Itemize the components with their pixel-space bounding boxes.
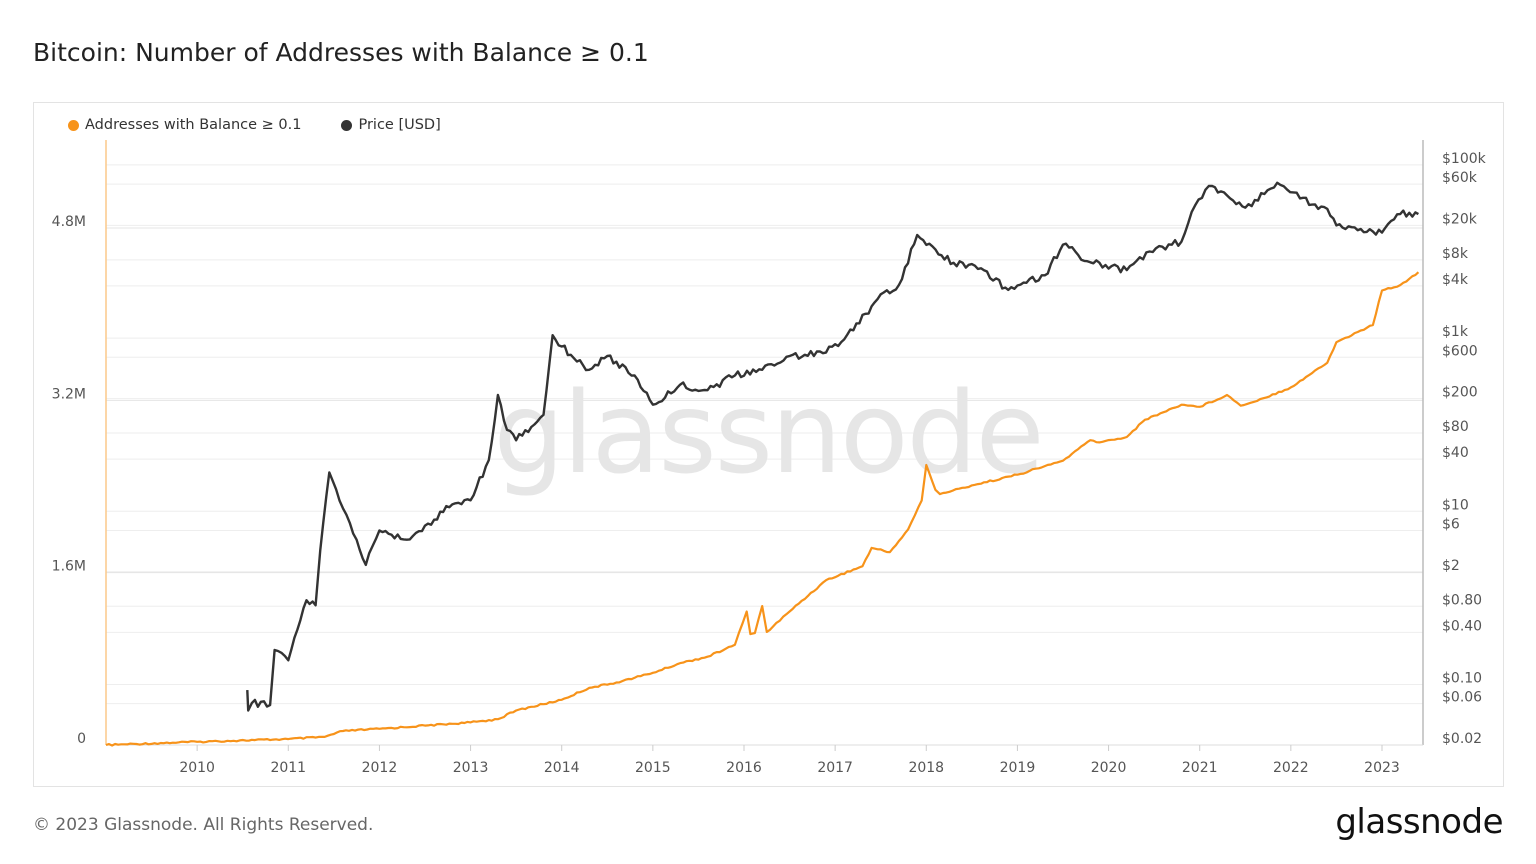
x-axis-tick-label: 2023 [1364,760,1400,776]
legend-label: Price [USD] [358,117,441,133]
x-axis-tick-label: 2017 [817,760,853,776]
black-dot-icon [341,119,353,131]
right-axis-tick-label: $20k [1442,211,1478,227]
right-axis-tick-label: $0.80 [1442,592,1482,608]
x-axis-tick-label: 2018 [908,760,944,776]
x-axis-tick-label: 2016 [726,760,762,776]
page-title: Bitcoin: Number of Addresses with Balanc… [33,38,649,67]
right-axis-tick-label: $40 [1442,445,1469,461]
right-axis-tick-label: $0.02 [1442,731,1482,747]
right-axis-tick-label: $80 [1442,419,1469,435]
legend-item-price[interactable]: Price [USD] [341,117,441,133]
right-axis-tick-label: $200 [1442,385,1478,401]
left-axis-tick-label: 1.6M [52,559,86,575]
right-axis-tick-label: $8k [1442,246,1469,262]
right-axis-tick-label: $0.10 [1442,670,1482,686]
right-axis-tick-label: $0.06 [1442,690,1482,706]
left-axis-tick-label: 4.8M [52,214,86,230]
legend: Addresses with Balance ≥ 0.1 Price [USD] [68,117,441,133]
x-axis-tick-label: 2012 [362,760,398,776]
x-axis-tick-label: 2011 [270,760,306,776]
right-axis-tick-label: $600 [1442,343,1478,359]
x-axis-tick-label: 2010 [179,760,215,776]
right-axis-tick-label: $10 [1442,497,1469,513]
right-axis-tick-label: $0.40 [1442,618,1482,634]
glassnode-logo: glassnode [1335,802,1503,842]
right-axis-tick-label: $60k [1442,170,1478,186]
right-axis-tick-label: $6 [1442,516,1460,532]
copyright: © 2023 Glassnode. All Rights Reserved. [33,815,374,835]
price-series-line [246,181,1419,712]
left-axis-tick-label: 3.2M [52,386,86,402]
x-axis-tick-label: 2013 [453,760,489,776]
right-axis-tick-label: $2 [1442,558,1460,574]
left-axis-tick-label: 0 [77,731,86,747]
x-axis-tick-label: 2021 [1182,760,1218,776]
x-axis-tick-label: 2020 [1091,760,1127,776]
x-axis-tick-label: 2014 [544,760,580,776]
x-axis-tick-label: 2019 [1000,760,1036,776]
addresses-series-line [105,271,1420,747]
chart-frame [33,102,1504,787]
x-axis-tick-label: 2022 [1273,760,1309,776]
right-axis-tick-label: $4k [1442,272,1469,288]
watermark: glassnode [493,369,1042,499]
right-axis-tick-label: $100k [1442,151,1487,167]
x-axis-tick-label: 2015 [635,760,671,776]
legend-label: Addresses with Balance ≥ 0.1 [85,117,302,133]
orange-dot-icon [68,119,79,131]
legend-item-addresses[interactable]: Addresses with Balance ≥ 0.1 [68,117,301,133]
right-axis-tick-label: $1k [1442,324,1469,340]
